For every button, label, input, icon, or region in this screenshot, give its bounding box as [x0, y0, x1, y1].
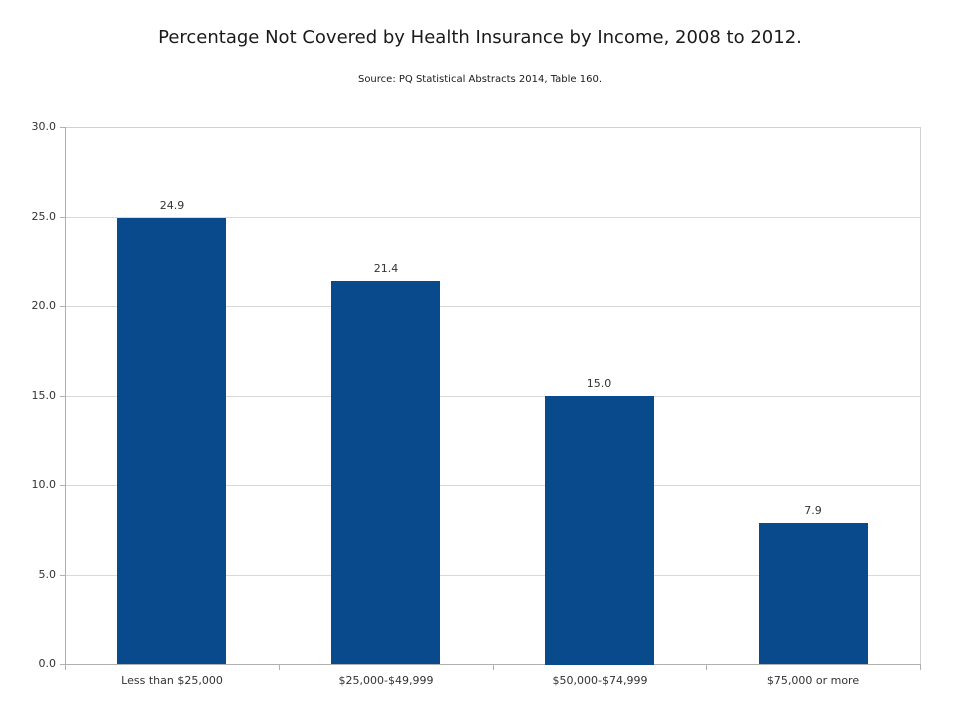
- x-axis-tick: [493, 664, 494, 670]
- y-axis-tick: [60, 664, 65, 665]
- y-axis-tick: [60, 306, 65, 307]
- y-axis-tick: [60, 217, 65, 218]
- gridline: [65, 396, 920, 397]
- x-axis-category-label: Less than $25,000: [121, 674, 223, 687]
- bar: [117, 218, 226, 664]
- y-axis-tick-label: 15.0: [31, 389, 57, 402]
- gridline: [65, 306, 920, 307]
- y-axis-tick-label: 30.0: [31, 120, 57, 133]
- y-axis-line: [65, 127, 66, 665]
- y-axis-tick: [60, 575, 65, 576]
- y-axis-tick: [60, 127, 65, 128]
- gridline: [65, 575, 920, 576]
- x-axis-line: [65, 664, 920, 665]
- x-axis-tick: [65, 664, 66, 670]
- gridline: [65, 217, 920, 218]
- y-axis-tick-label: 20.0: [31, 299, 57, 312]
- y-axis-tick: [60, 396, 65, 397]
- chart-title: Percentage Not Covered by Health Insuran…: [158, 27, 802, 48]
- x-axis-category-label: $25,000-$49,999: [338, 674, 434, 687]
- bar: [331, 281, 440, 664]
- bar: [545, 396, 654, 665]
- bar-value-label: 15.0: [586, 377, 612, 390]
- bar-value-label: 21.4: [373, 262, 399, 275]
- y-axis-tick-label: 5.0: [38, 568, 57, 581]
- x-axis-category-label: $50,000-$74,999: [552, 674, 648, 687]
- y-axis-tick-label: 10.0: [31, 478, 57, 491]
- x-axis-tick: [920, 664, 921, 670]
- y-axis-tick: [60, 485, 65, 486]
- y-axis-tick-label: 25.0: [31, 210, 57, 223]
- gridline: [65, 485, 920, 486]
- bar: [759, 523, 868, 664]
- gridline: [65, 127, 920, 128]
- y-axis-tick-label: 0.0: [38, 657, 57, 670]
- plot-border-right: [920, 127, 921, 665]
- x-axis-category-label: $75,000 or more: [766, 674, 860, 687]
- bar-value-label: 7.9: [804, 504, 822, 517]
- x-axis-tick: [706, 664, 707, 670]
- bar-value-label: 24.9: [159, 199, 185, 212]
- chart-subtitle: Source: PQ Statistical Abstracts 2014, T…: [357, 74, 603, 85]
- x-axis-tick: [279, 664, 280, 670]
